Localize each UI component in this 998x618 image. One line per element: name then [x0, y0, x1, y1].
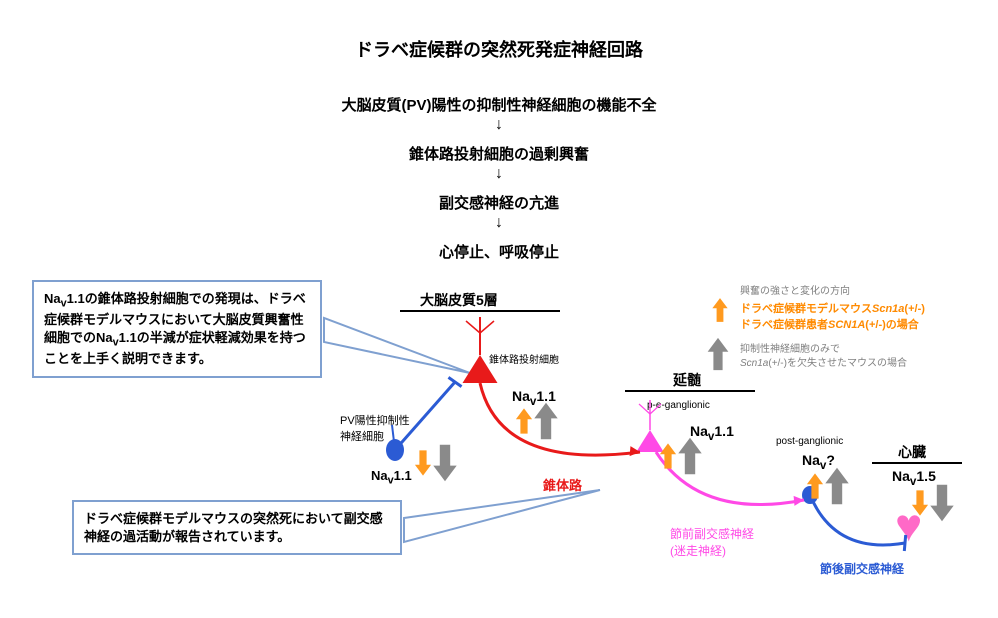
heart-icon: ♥ [895, 498, 922, 552]
section-medulla-underline [625, 390, 755, 392]
na-4: Nav1.5 [892, 468, 936, 488]
legend-line4: Scn1a(+/-)を欠失させたマウスの場合 [740, 354, 907, 369]
neuron-pv-label: PV陽性抑制性神経細胞 [340, 412, 410, 444]
neuron-pregang-label: p-e-ganglionic [647, 400, 710, 411]
callout-top: Nav1.1の錐体路投射細胞での発現は、ドラベ症候群モデルマウスにおいて大脳皮質… [32, 280, 322, 378]
na-2: Nav1.1 [690, 423, 734, 443]
flow-step-0: 大脳皮質(PV)陽性の抑制性神経細胞の機能不全 [341, 94, 656, 115]
neuron-postgang-label: post-ganglionic [776, 436, 843, 447]
neuron-pyramidal-label: 錐体路投射細胞 [489, 351, 559, 366]
flow-arrow-1: ↓ [495, 165, 503, 183]
legend-line1: ドラベ症候群モデルマウスScn1a(+/-) [740, 300, 925, 316]
legend-line3: 抑制性神経細胞のみで [740, 340, 840, 355]
section-cortex-label: 大脳皮質5層 [420, 290, 498, 310]
section-heart-label: 心臓 [898, 442, 926, 462]
path-0: 錐体路 [543, 475, 582, 494]
flow-arrow-0: ↓ [495, 116, 503, 134]
section-heart-underline [872, 462, 962, 464]
na-3: Nav? [802, 452, 835, 472]
page-title: ドラベ症候群の突然死発症神経回路 [355, 36, 643, 62]
flow-step-3: 心停止、呼吸停止 [439, 241, 559, 262]
flow-arrow-2: ↓ [495, 214, 503, 232]
section-cortex-underline [400, 310, 560, 312]
na-0: Nav1.1 [371, 468, 412, 487]
flow-step-1: 錐体路投射細胞の過剰興奮 [409, 143, 589, 164]
path-1: 節前副交感神経(迷走神経) [670, 525, 754, 559]
section-medulla-label: 延髄 [673, 370, 701, 390]
callout-bottom: ドラベ症候群モデルマウスの突然死において副交感神経の過活動が報告されています。 [72, 500, 402, 555]
path-2: 節後副交感神経 [820, 560, 904, 577]
na-1: Nav1.1 [512, 388, 556, 408]
legend-line2: ドラベ症候群患者SCN1A(+/-)の場合 [740, 316, 919, 332]
legend-header: 興奮の強さと変化の方向 [740, 282, 850, 297]
flow-step-2: 副交感神経の亢進 [439, 192, 559, 213]
